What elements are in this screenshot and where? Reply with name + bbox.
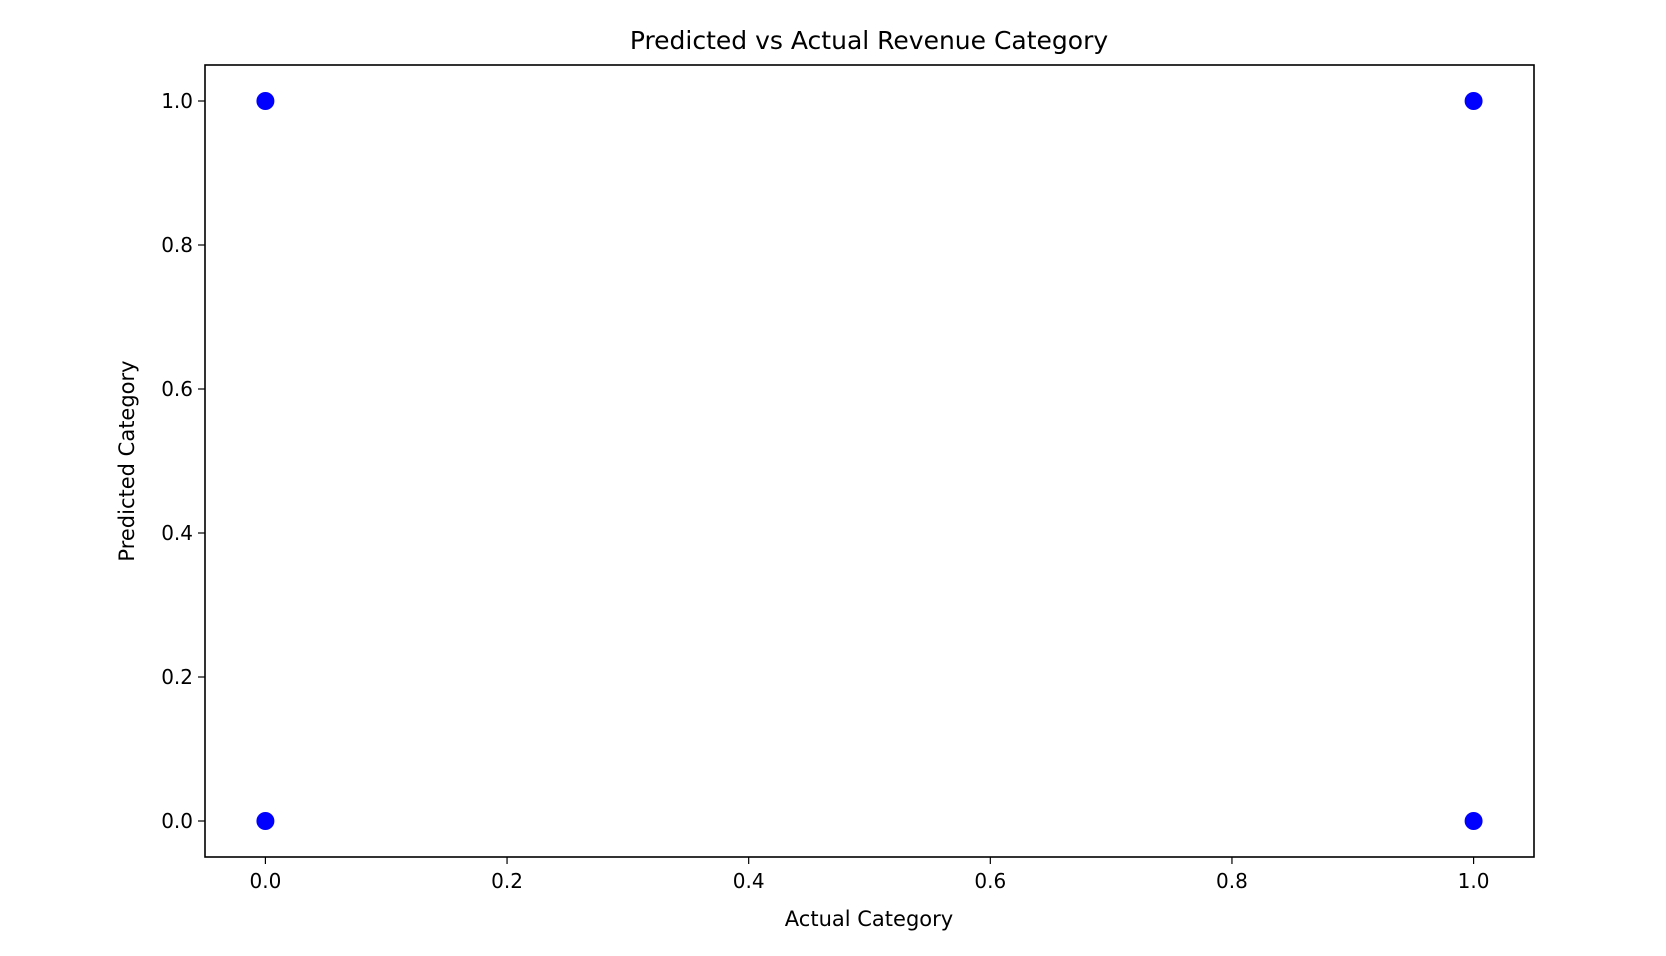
x-tick-label: 0.2 — [491, 869, 523, 893]
x-tick-label: 1.0 — [1458, 869, 1490, 893]
x-axis: 0.0 0.2 0.4 0.6 0.8 1.0 — [250, 857, 1490, 893]
y-tick-label: 0.0 — [161, 809, 193, 833]
scatter-points — [256, 92, 1483, 830]
x-tick-label: 0.8 — [1216, 869, 1248, 893]
plot-area-frame — [204, 64, 1535, 858]
y-tick-label: 1.0 — [161, 89, 193, 113]
y-axis-label: Predicted Category — [115, 360, 139, 561]
y-tick-label: 0.2 — [161, 665, 193, 689]
y-axis: 0.0 0.2 0.4 0.6 0.8 1.0 — [161, 89, 205, 833]
scatter-point — [256, 92, 275, 110]
y-tick-label: 0.6 — [161, 377, 193, 401]
x-axis-label: Actual Category — [785, 907, 953, 931]
scatter-point — [256, 812, 275, 830]
x-tick-label: 0.4 — [733, 869, 765, 893]
y-tick-label: 0.8 — [161, 233, 193, 257]
y-tick-label: 0.4 — [161, 521, 193, 545]
chart-title: Predicted vs Actual Revenue Category — [630, 26, 1109, 55]
scatter-point — [1464, 812, 1483, 830]
scatter-point — [1464, 92, 1483, 110]
x-tick-label: 0.0 — [250, 869, 282, 893]
x-tick-label: 0.6 — [974, 869, 1006, 893]
